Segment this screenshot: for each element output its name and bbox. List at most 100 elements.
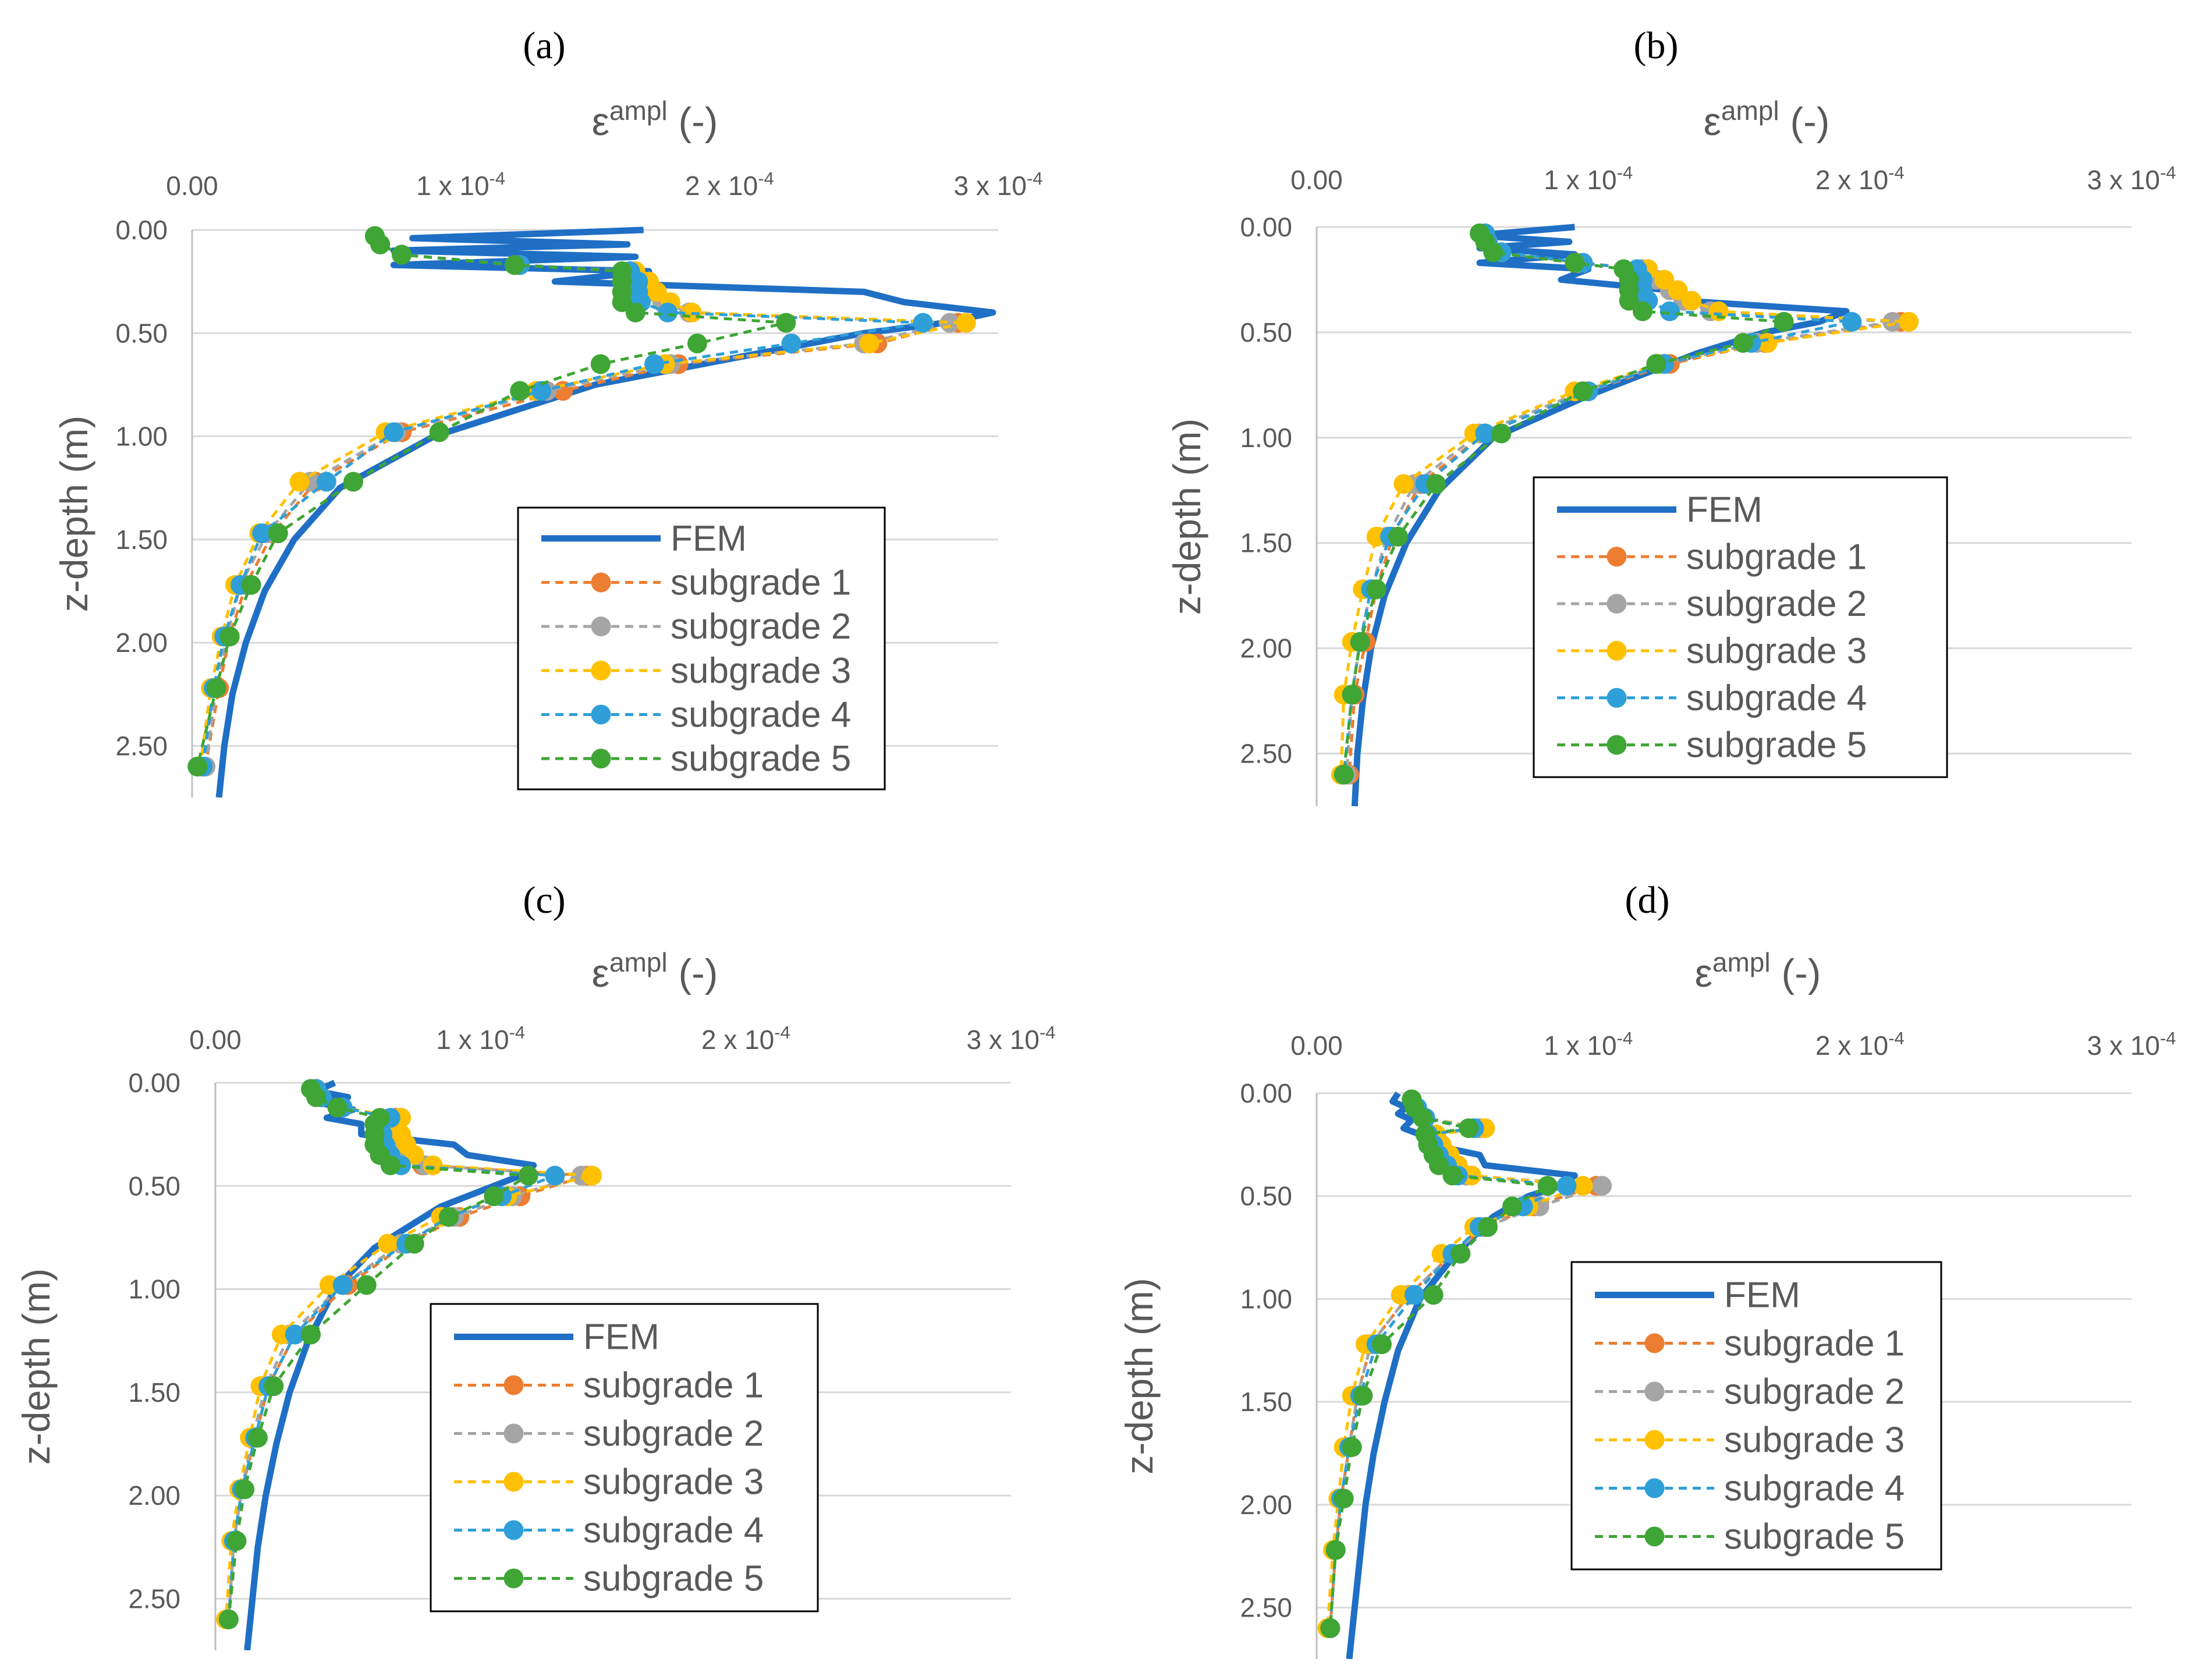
plot-area <box>1331 223 1919 806</box>
data-point <box>590 354 611 374</box>
data-point <box>1366 526 1386 547</box>
data-point <box>1334 1488 1354 1509</box>
x-tick-exponent: -4 <box>1040 1022 1056 1043</box>
legend-box <box>1533 476 1948 778</box>
x-axis-title-unit: (-) <box>668 951 718 995</box>
legend-swatch-marker <box>591 616 611 637</box>
data-point <box>264 1376 284 1397</box>
data-point <box>327 1097 347 1118</box>
x-tick-exponent: -4 <box>774 1022 790 1043</box>
legend-box <box>517 506 886 791</box>
data-point <box>392 244 412 265</box>
y-tick-label: 0.50 <box>1240 1181 1292 1211</box>
y-tick-label: 2.50 <box>128 1583 180 1614</box>
data-point <box>781 334 802 353</box>
x-tick-exponent: -4 <box>509 1022 526 1043</box>
legend-label: subgrade 1 <box>583 1366 764 1406</box>
x-axis-title: εampl (-) <box>592 947 718 995</box>
data-point <box>505 255 524 275</box>
legend-label: subgrade 2 <box>1686 584 1867 624</box>
data-point <box>582 1165 602 1186</box>
data-point <box>285 1324 305 1345</box>
data-point <box>226 1531 247 1551</box>
y-axis-title: z-depth (m) <box>1118 1278 1161 1474</box>
x-tick-base: 1 x 10 <box>1544 1030 1616 1061</box>
legend-label: subgrade 3 <box>671 651 851 691</box>
data-point <box>1342 1437 1362 1457</box>
x-tick-exponent: -4 <box>1617 162 1633 183</box>
data-point <box>484 1186 504 1206</box>
x-tick-exponent: -4 <box>2160 1028 2176 1048</box>
legend-box <box>430 1303 819 1612</box>
x-tick-label: 3 x 10-4 <box>967 1022 1056 1055</box>
legend-swatch-marker <box>1644 1333 1665 1353</box>
data-point <box>356 1275 377 1295</box>
legend: FEM subgrade 1 subgrade 2 subgrade 3 subgrad… <box>430 1303 819 1612</box>
x-tick-base: 2 x 10 <box>685 171 758 201</box>
x-tick-label: 0.00 <box>189 1025 242 1055</box>
legend-swatch-marker <box>503 1568 524 1589</box>
x-tick-exponent: -4 <box>1888 162 1905 183</box>
data-point <box>1325 1540 1346 1560</box>
legend-label: subgrade 2 <box>583 1414 764 1454</box>
y-tick-label: 1.50 <box>1240 1387 1292 1417</box>
legend-swatch-marker <box>1607 687 1627 708</box>
data-point <box>1405 1285 1424 1305</box>
data-point <box>1451 1243 1471 1264</box>
chart-panel: (b) εampl (-) 0.00 0.50 1.00 1.50 2.00 2.50 0.00… <box>1165 24 2176 806</box>
y-axis-title: z-depth (m) <box>52 416 95 612</box>
x-tick-base: 3 x 10 <box>2087 1030 2160 1061</box>
data-point <box>687 334 707 353</box>
data-point <box>545 1165 565 1186</box>
data-point <box>612 292 632 313</box>
legend-label: FEM <box>1686 490 1763 530</box>
x-tick-label: 0.00 <box>1290 1030 1343 1061</box>
data-point <box>1366 579 1386 600</box>
y-tick-label: 1.50 <box>1240 528 1292 558</box>
x-tick-base: 3 x 10 <box>954 171 1027 201</box>
x-axis-title-superscript: ampl <box>609 95 668 126</box>
data-point <box>913 313 933 333</box>
y-tick-label: 0.00 <box>1240 212 1292 242</box>
y-tick-label: 2.00 <box>128 1480 180 1511</box>
y-axis-title: z-depth (m) <box>1165 419 1208 615</box>
legend-label: subgrade 4 <box>1686 678 1867 718</box>
y-tick-label: 2.00 <box>115 628 168 658</box>
legend-swatch-marker <box>1644 1478 1665 1498</box>
legend-label: FEM <box>671 519 747 559</box>
legend-label: FEM <box>1724 1275 1800 1316</box>
x-tick-exponent: -4 <box>490 168 506 189</box>
legend-label: subgrade 3 <box>583 1462 764 1502</box>
legend-label: subgrade 3 <box>1724 1420 1905 1461</box>
x-tick-base: 0.00 <box>189 1025 242 1055</box>
legend-swatch-marker <box>503 1520 524 1540</box>
legend-swatch-marker <box>1607 640 1627 661</box>
data-point <box>1633 301 1652 321</box>
data-point <box>1320 1618 1341 1638</box>
data-point <box>1426 474 1446 494</box>
data-point <box>531 381 552 401</box>
x-axis-title: εampl (-) <box>592 95 718 144</box>
data-point <box>1350 632 1370 652</box>
y-tick-label: 2.50 <box>1240 739 1292 769</box>
data-point <box>625 302 646 322</box>
x-tick-base: 3 x 10 <box>967 1025 1040 1055</box>
legend-swatch-marker <box>1607 594 1627 614</box>
data-point <box>1592 1176 1612 1196</box>
data-point <box>1565 253 1585 273</box>
data-point <box>289 472 310 492</box>
legend-label: subgrade 4 <box>671 695 851 735</box>
data-point <box>1342 685 1362 705</box>
legend-swatch-marker <box>591 572 611 593</box>
y-tick-label: 1.00 <box>115 421 168 452</box>
y-tick-label: 1.50 <box>115 524 168 555</box>
x-tick-exponent: -4 <box>2160 162 2176 183</box>
y-tick-label: 2.50 <box>115 731 168 761</box>
data-point <box>1423 1285 1444 1305</box>
data-point <box>268 523 288 544</box>
data-point <box>510 381 530 401</box>
data-point <box>235 1479 255 1500</box>
legend: FEM subgrade 1 subgrade 2 subgrade 3 subgrad… <box>1533 476 1948 778</box>
data-point <box>404 1234 424 1254</box>
